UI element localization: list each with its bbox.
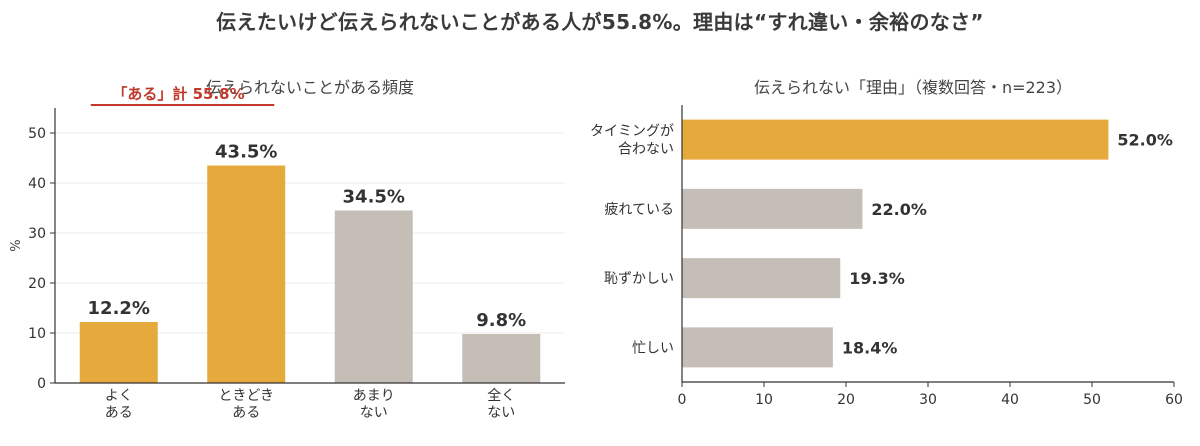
x-tick-label: 20	[837, 392, 855, 408]
chart-title: 伝えられない「理由」（複数回答・n=223）	[754, 78, 1072, 97]
frequency-bar-chart: 伝えられないことがある頻度01020304050%12.2%よくある43.5%と…	[9, 78, 565, 421]
bar-value-label: 52.0%	[1117, 131, 1173, 150]
bar-value-label: 9.8%	[476, 310, 526, 331]
bar-value-label: 34.5%	[343, 187, 405, 208]
bar	[79, 322, 158, 383]
y-tick-label: 20	[28, 276, 46, 292]
x-tick-label: 40	[1001, 392, 1019, 408]
chart-title: 伝えられないことがある頻度	[206, 78, 414, 97]
y-axis-label: %	[9, 239, 24, 251]
y-tick-label: 50	[28, 126, 46, 142]
y-tick-label: 10	[28, 326, 46, 342]
y-tick-label: 40	[28, 176, 46, 192]
x-tick-label: 0	[678, 392, 687, 408]
x-tick-label: ない	[487, 405, 515, 421]
bar-value-label: 12.2%	[88, 298, 150, 319]
bar-value-label: 18.4%	[842, 338, 898, 357]
x-tick-label: 50	[1083, 392, 1101, 408]
bar	[682, 258, 841, 299]
bar-value-label: 19.3%	[849, 269, 905, 288]
bar	[334, 210, 413, 383]
bar	[682, 188, 863, 229]
bar	[462, 334, 541, 383]
bar	[682, 327, 833, 368]
bar	[207, 165, 286, 383]
y-tick-label: タイミングが	[590, 124, 674, 140]
x-tick-label: よく	[105, 388, 133, 404]
annotation-label: 「ある」計 55.8%	[112, 85, 244, 103]
y-tick-label: 恥ずかしい	[604, 271, 674, 287]
x-tick-label: 10	[755, 392, 773, 408]
bar	[682, 119, 1109, 160]
bar-value-label: 22.0%	[871, 200, 927, 219]
y-tick-label: 30	[28, 226, 46, 242]
bar-value-label: 43.5%	[215, 142, 277, 163]
y-tick-label: 0	[37, 376, 46, 392]
x-tick-label: 全く	[487, 387, 515, 404]
y-tick-label: 忙しい	[632, 340, 674, 356]
x-tick-label: 30	[919, 392, 937, 408]
x-tick-label: 60	[1165, 392, 1183, 408]
y-tick-label: 合わない	[618, 142, 674, 158]
x-tick-label: あまり	[353, 388, 395, 404]
x-tick-label: ときどき	[218, 388, 274, 404]
y-tick-label: 疲れている	[604, 201, 674, 218]
x-tick-label: ある	[232, 405, 260, 421]
x-tick-label: ある	[105, 405, 133, 421]
x-tick-label: ない	[360, 405, 388, 421]
main-title: 伝えたいけど伝えられないことがある人が55.8%。理由は“すれ違い・余裕のなさ”	[216, 10, 984, 34]
